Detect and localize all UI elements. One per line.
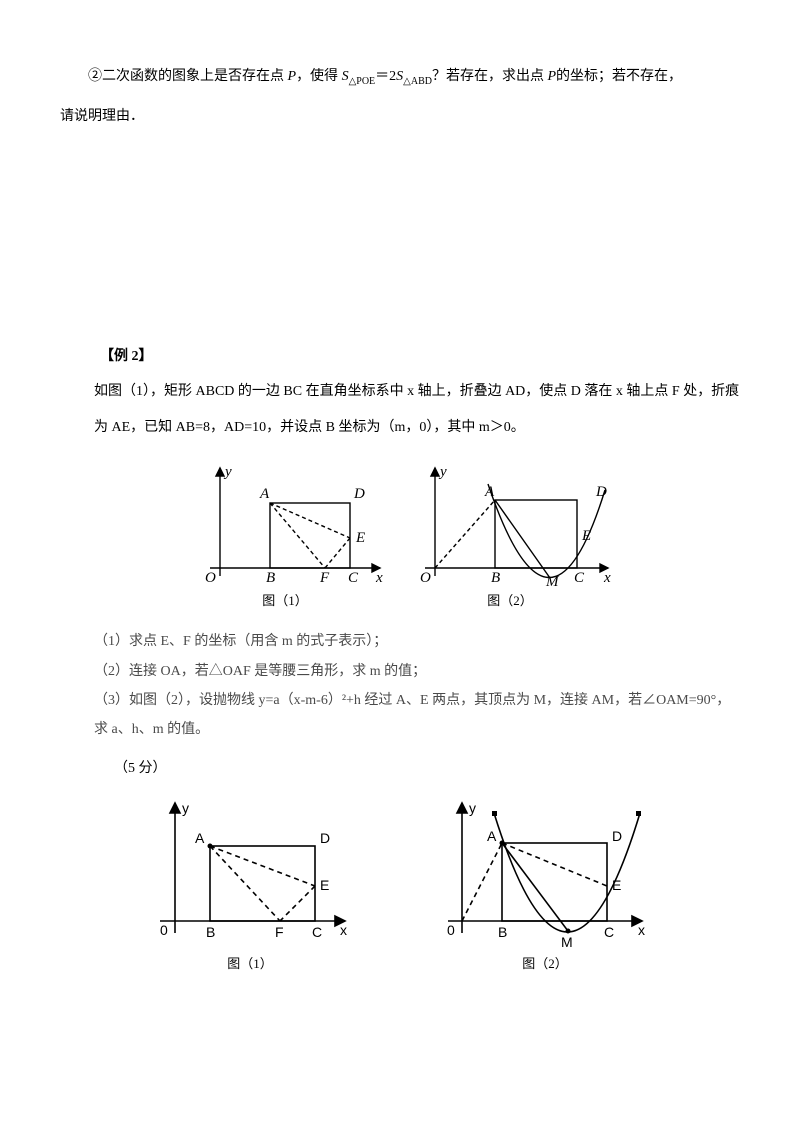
svg-text:F: F	[275, 924, 284, 940]
svg-text:D: D	[595, 484, 607, 500]
svg-text:E: E	[612, 877, 621, 893]
figure-row-upper: y x O A D B C F E 图（1）	[60, 458, 740, 609]
svg-text:C: C	[604, 924, 614, 940]
example-heading: 【例 2】	[100, 345, 740, 365]
svg-text:E: E	[581, 528, 591, 544]
figure-upper-1: y x O A D B C F E	[180, 458, 390, 588]
svg-text:y: y	[438, 464, 447, 480]
problem-top-line1: ②二次函数的图象上是否存在点 P，使得 S△POE＝2S△ABD？若存在，求出点…	[60, 60, 740, 94]
fig-lower-1-label: 图（1）	[140, 953, 360, 972]
svg-text:y: y	[469, 800, 476, 816]
svg-text:y: y	[182, 800, 189, 816]
svg-text:x: x	[638, 922, 645, 938]
intro-line1: 如图（1），矩形 ABCD 的一边 BC 在直角坐标系中 x 轴上，折叠边 AD…	[94, 377, 740, 408]
figure-lower-1: y x 0 A D B C F E	[140, 791, 360, 951]
svg-text:B: B	[491, 570, 500, 586]
svg-text:F: F	[319, 570, 330, 586]
svg-text:M: M	[545, 574, 560, 588]
intro-line2: 为 AE，已知 AB=8，AD=10，并设点 B 坐标为（m，0），其中 m＞0…	[94, 413, 740, 444]
svg-text:x: x	[375, 570, 383, 586]
svg-text:O: O	[420, 570, 431, 586]
svg-text:E: E	[355, 530, 365, 546]
svg-text:y: y	[223, 464, 232, 480]
fig-upper-1-label: 图（1）	[180, 590, 390, 609]
svg-text:x: x	[340, 922, 347, 938]
question-3b: 求 a、h、m 的值。	[94, 715, 740, 744]
svg-text:B: B	[498, 924, 507, 940]
svg-text:D: D	[320, 830, 330, 846]
points: （5 分）	[114, 757, 740, 777]
fig-lower-2-label: 图（2）	[430, 953, 660, 972]
svg-text:A: A	[259, 486, 270, 502]
svg-text:D: D	[612, 828, 622, 844]
svg-text:C: C	[348, 570, 359, 586]
svg-text:C: C	[312, 924, 322, 940]
question-1: （1）求点 E、F 的坐标（用含 m 的式子表示）；	[94, 627, 740, 656]
fig-upper-2-label: 图（2）	[400, 590, 620, 609]
figure-row-lower: y x 0 A D B C F E 图（1）	[60, 791, 740, 972]
question-3a: （3）如图（2），设抛物线 y=a（x-m-6）²+h 经过 A、E 两点，其顶…	[94, 686, 740, 715]
svg-text:B: B	[206, 924, 215, 940]
svg-text:0: 0	[447, 922, 455, 938]
svg-text:A: A	[484, 484, 495, 500]
figure-lower-2: y x 0 A D B C E M	[430, 791, 660, 951]
svg-text:M: M	[561, 934, 573, 950]
svg-text:A: A	[195, 830, 205, 846]
svg-text:O: O	[205, 570, 216, 586]
svg-text:A: A	[487, 828, 497, 844]
svg-text:B: B	[266, 570, 275, 586]
svg-text:D: D	[353, 486, 365, 502]
problem-top-line2: 请说明理由．	[60, 102, 740, 133]
figure-upper-2: y x O A D B C E M	[400, 458, 620, 588]
svg-text:0: 0	[160, 922, 168, 938]
svg-text:x: x	[603, 570, 611, 586]
question-2: （2）连接 OA，若△OAF 是等腰三角形，求 m 的值；	[94, 657, 740, 686]
svg-text:E: E	[320, 877, 329, 893]
svg-text:C: C	[574, 570, 585, 586]
